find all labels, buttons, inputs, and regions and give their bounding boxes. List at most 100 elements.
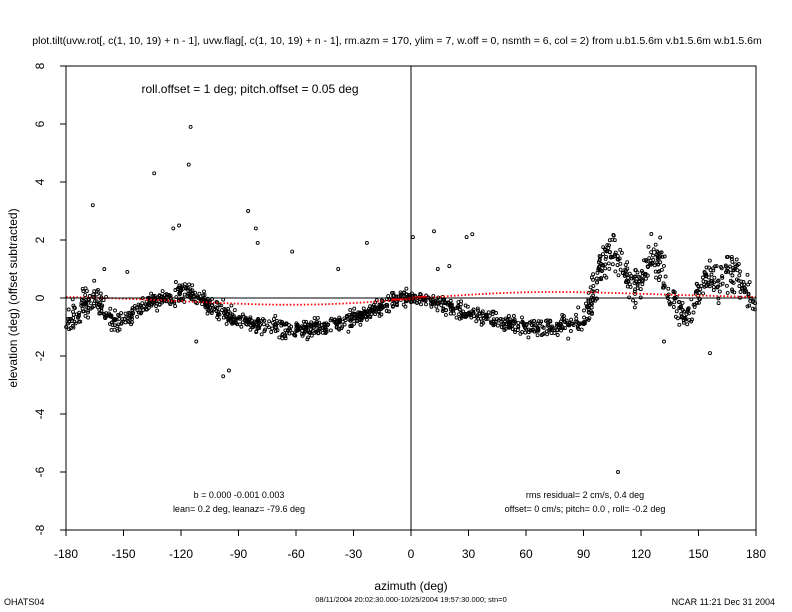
data-point xyxy=(78,319,83,324)
data-point xyxy=(474,319,479,324)
y-tick-label: 8 xyxy=(33,62,47,69)
data-point xyxy=(279,323,284,328)
data-point xyxy=(457,316,462,321)
data-point xyxy=(215,315,220,320)
data-point xyxy=(67,327,72,332)
data-point xyxy=(661,263,666,268)
data-point xyxy=(680,300,685,305)
data-point xyxy=(532,319,537,324)
data-point xyxy=(89,301,94,306)
data-point xyxy=(102,315,107,320)
data-point xyxy=(639,269,644,273)
rms-annotation: rms residual= 2 cm/s, 0.4 deg xyxy=(526,490,644,500)
data-point xyxy=(499,325,504,330)
data-point xyxy=(697,290,702,295)
data-point xyxy=(607,243,611,248)
data-point xyxy=(711,285,716,289)
data-point xyxy=(720,275,725,280)
data-point xyxy=(606,261,611,266)
data-point xyxy=(707,265,711,270)
data-point xyxy=(312,316,317,321)
data-point xyxy=(691,302,696,307)
data-point xyxy=(173,280,178,284)
data-point xyxy=(662,254,667,259)
data-point xyxy=(675,316,680,321)
data-point xyxy=(651,253,655,258)
data-point xyxy=(484,313,489,318)
y-axis-label: elevation (deg) (offset subtracted) xyxy=(6,208,20,387)
data-point xyxy=(658,274,663,279)
data-point xyxy=(710,279,715,284)
data-point xyxy=(717,289,722,294)
data-point xyxy=(704,265,709,270)
data-point xyxy=(463,303,468,308)
data-point xyxy=(190,288,195,293)
data-point xyxy=(154,304,159,309)
data-point xyxy=(239,324,244,329)
data-point xyxy=(235,322,240,327)
data-point xyxy=(367,307,371,311)
data-point xyxy=(155,308,160,313)
data-point xyxy=(551,326,556,331)
data-point xyxy=(205,311,210,316)
data-point xyxy=(666,286,671,291)
data-point xyxy=(434,304,439,309)
data-point xyxy=(651,247,656,252)
data-point xyxy=(348,318,353,323)
data-point xyxy=(498,316,503,321)
data-point xyxy=(423,298,428,303)
data-point xyxy=(737,273,742,278)
data-point xyxy=(607,266,612,271)
data-point xyxy=(520,315,524,320)
data-point xyxy=(132,306,137,311)
data-point xyxy=(640,282,645,287)
data-point xyxy=(750,306,755,311)
data-point xyxy=(188,124,193,129)
data-point xyxy=(284,330,289,335)
data-point xyxy=(342,316,347,321)
data-point xyxy=(738,290,743,294)
data-point xyxy=(599,262,604,266)
data-point xyxy=(224,321,229,326)
data-point xyxy=(152,171,157,176)
data-point xyxy=(681,318,686,323)
data-point xyxy=(86,310,90,315)
data-point xyxy=(510,327,515,332)
data-point xyxy=(97,311,102,316)
data-point xyxy=(384,309,389,313)
data-point xyxy=(244,322,249,326)
data-point xyxy=(566,336,571,341)
data-point xyxy=(703,272,708,277)
data-point xyxy=(652,263,657,268)
data-point xyxy=(358,322,363,327)
data-point xyxy=(71,309,75,314)
data-point xyxy=(201,296,206,301)
data-point xyxy=(215,300,220,305)
data-point xyxy=(476,308,480,313)
data-point xyxy=(394,302,399,307)
data-point xyxy=(417,300,422,304)
data-point xyxy=(81,309,86,314)
data-point xyxy=(294,323,299,328)
data-point xyxy=(300,328,305,333)
data-point xyxy=(601,252,605,257)
data-point xyxy=(624,278,629,283)
data-point xyxy=(555,333,560,337)
data-point xyxy=(618,247,623,252)
data-point xyxy=(320,330,325,335)
data-point xyxy=(576,305,581,310)
data-point xyxy=(369,308,374,313)
data-point xyxy=(255,240,260,245)
data-point xyxy=(564,318,569,323)
data-point xyxy=(613,250,618,255)
data-point xyxy=(167,293,172,297)
data-point xyxy=(486,310,491,315)
data-point xyxy=(679,311,684,316)
data-point xyxy=(491,322,496,327)
data-point xyxy=(659,267,664,272)
data-point xyxy=(728,264,732,269)
data-point xyxy=(185,286,190,290)
data-point xyxy=(448,311,453,316)
data-point xyxy=(601,245,606,250)
data-point xyxy=(503,319,507,324)
